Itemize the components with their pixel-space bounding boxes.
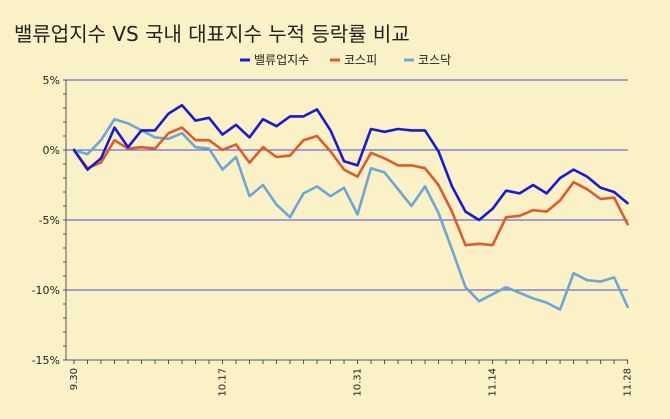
- chart-title: 밸류업지수 VS 국내 대표지수 누적 등락률 비교: [14, 22, 410, 46]
- x-axis: 9.30 10.17 10.31 11.14 11.28: [69, 360, 634, 397]
- y-tick-label: 5%: [43, 74, 60, 87]
- y-tick-label: -5%: [39, 214, 60, 227]
- legend-label: 코스피: [344, 53, 377, 67]
- y-tick-label: -15%: [32, 354, 60, 367]
- y-axis: 5% 0% -5% -10% -15%: [32, 74, 628, 367]
- x-tick-label: 11.14: [488, 368, 499, 397]
- series-line: [72, 103, 629, 222]
- y-tick-label: 0%: [43, 144, 60, 157]
- series-line: [72, 126, 629, 247]
- x-tick-label: 10.17: [218, 368, 229, 397]
- series-line: [72, 117, 629, 311]
- series-lines: [72, 103, 629, 311]
- y-tick-label: -10%: [32, 284, 60, 297]
- legend-label: 코스닥: [418, 53, 451, 67]
- legend-label: 밸류업지수: [254, 53, 309, 67]
- legend: 밸류업지수 코스피 코스닥: [240, 53, 451, 67]
- grid: [66, 79, 628, 361]
- x-tick-label: 9.30: [69, 368, 80, 390]
- x-tick-label: 10.31: [353, 368, 364, 397]
- x-tick-label: 11.28: [623, 368, 634, 397]
